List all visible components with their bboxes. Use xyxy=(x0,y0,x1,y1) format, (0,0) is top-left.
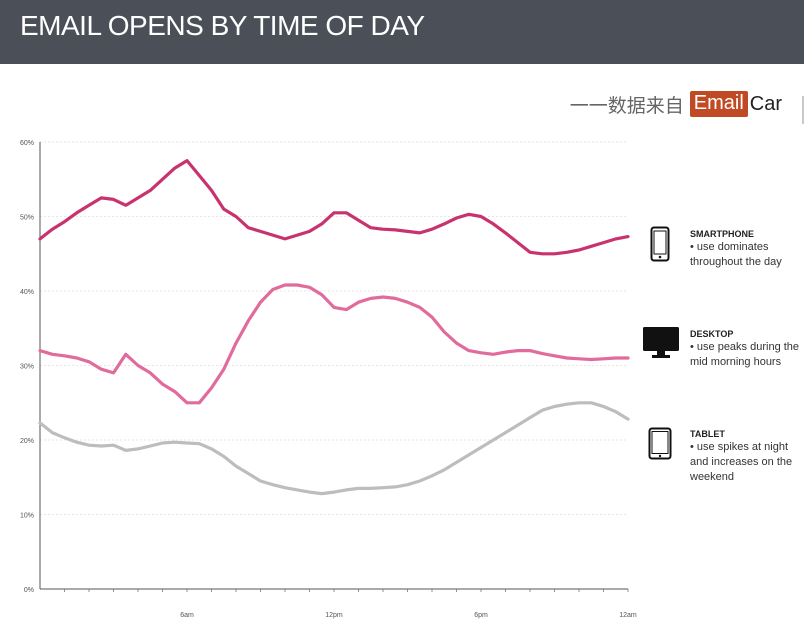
desktop-icon xyxy=(643,327,679,364)
right-divider xyxy=(802,96,804,124)
brand-car-label: Car xyxy=(749,92,782,115)
series-line-smartphone xyxy=(38,159,630,256)
y-tick-label: 0% xyxy=(24,587,34,594)
x-tick-label: 12am xyxy=(619,612,637,619)
y-tick-label: 20% xyxy=(20,438,34,445)
x-tick-label: 6am xyxy=(180,612,194,619)
header-bar: EMAIL OPENS BY TIME OF DAY xyxy=(0,0,804,64)
x-tick-label: 6pm xyxy=(474,612,488,619)
series-line-tablet xyxy=(38,401,630,496)
page-title: EMAIL OPENS BY TIME OF DAY xyxy=(20,10,425,41)
legend-title-smartphone: SMARTPHONE xyxy=(690,229,755,239)
y-tick-label: 30% xyxy=(20,364,34,371)
x-tick-label: 12pm xyxy=(325,612,343,619)
y-tick-label: 40% xyxy=(20,289,34,296)
tablet-icon xyxy=(648,427,672,465)
brand-email-label: Email xyxy=(689,91,748,117)
series-line-desktop xyxy=(38,283,630,405)
y-tick-label: 60% xyxy=(20,140,34,147)
grid xyxy=(40,141,628,515)
y-tick-label: 10% xyxy=(20,513,34,520)
legend-title-desktop: DESKTOP xyxy=(690,329,734,339)
source-credit: 一一数据来自 Email Car xyxy=(570,90,782,118)
legend-note-tablet: • use spikes at night and increases on t… xyxy=(690,441,793,483)
legend-note-desktop: • use peaks during the mid morning hours xyxy=(690,341,800,368)
series-lines xyxy=(38,159,630,496)
legend-note-smartphone: • use dominates throughout the day xyxy=(690,241,782,268)
smartphone-icon xyxy=(650,226,670,267)
source-prefix: 一一数据来自 xyxy=(569,94,684,117)
y-tick-label: 50% xyxy=(20,215,34,222)
legend-title-tablet: TABLET xyxy=(690,429,725,439)
axes: 0% 10% 20% 30% 40% 50% 60% 6am 12pm 6pm 12am xyxy=(20,140,637,619)
